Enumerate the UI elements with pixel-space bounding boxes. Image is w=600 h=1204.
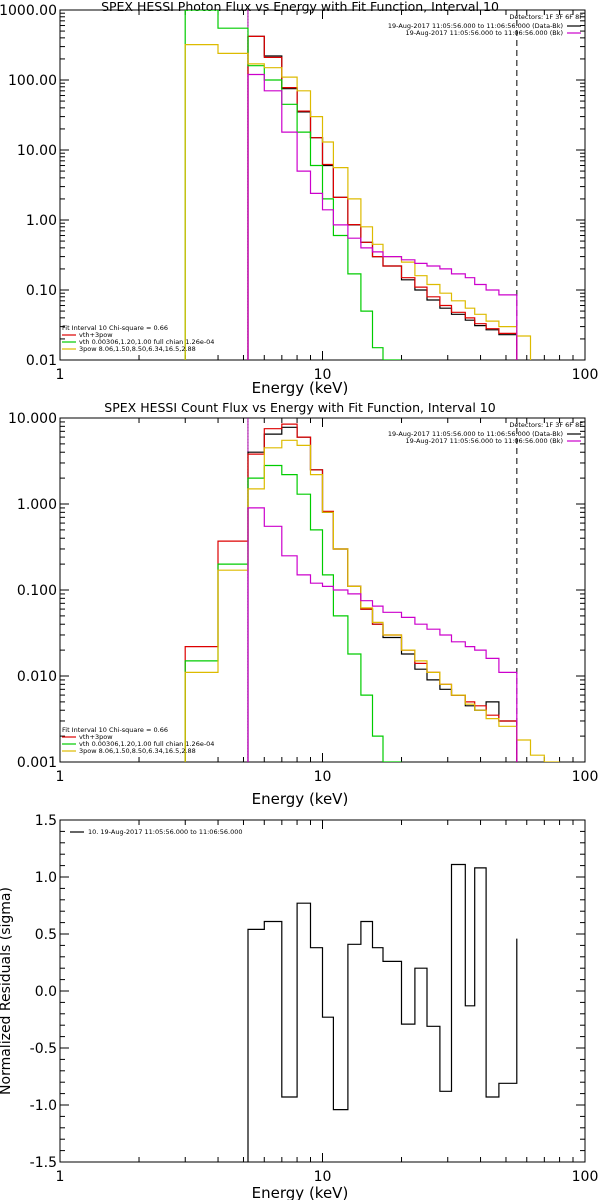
legend-fit-label: vth+3pow xyxy=(79,733,113,741)
x-axis-label: Energy (keV) xyxy=(252,790,349,808)
x-axis-label: Energy (keV) xyxy=(252,1184,349,1200)
chart-title: SPEX HESSI Photon Flux vs Energy with Fi… xyxy=(101,0,499,14)
legend-top-header: Detectors: 1F 3F 6F 8F xyxy=(509,13,583,21)
y-tick-label: 0.001 xyxy=(17,755,57,771)
series-line-2 xyxy=(184,10,402,360)
y-tick-label: 0.010 xyxy=(17,669,57,685)
y-tick-label: 0.5 xyxy=(35,927,57,943)
series-line-3 xyxy=(184,44,532,360)
series-line-1 xyxy=(184,423,518,762)
y-tick-label: 0.100 xyxy=(17,583,57,599)
y-tick-label: 0.0 xyxy=(35,984,57,1000)
series-line-0 xyxy=(247,426,518,762)
series-line-0 xyxy=(247,863,518,1162)
legend-top-label: 19-Aug-2017 11:05:56.000 to 11:06:56.000… xyxy=(388,22,563,30)
legend-fit-label: vth 0.00306,1.20,1.00 full chian 1.26e-0… xyxy=(79,740,214,748)
series-group xyxy=(184,10,532,360)
y-tick-label: 0.10 xyxy=(26,283,57,299)
legend-fit-label: vth 0.00306,1.20,1.00 full chian 1.26e-0… xyxy=(79,338,214,346)
x-tick-label: 1 xyxy=(56,367,65,383)
series-group xyxy=(247,863,518,1162)
series-line-4 xyxy=(247,73,518,360)
x-tick-label: 100 xyxy=(572,367,599,383)
series-line-0 xyxy=(247,35,518,360)
legend-top-label: 19-Aug-2017 11:05:56.000 to 11:06:56.000… xyxy=(406,29,563,37)
y-axis-label: Normalized Residuals (sigma) xyxy=(0,887,14,1095)
series-line-3 xyxy=(184,439,560,762)
y-tick-label: 10.00 xyxy=(17,143,57,159)
series-line-1 xyxy=(247,35,518,360)
chart-title: SPEX HESSI Count Flux vs Energy with Fit… xyxy=(104,400,495,415)
y-tick-label: 10.000 xyxy=(8,411,57,427)
y-tick-label: 0.01 xyxy=(26,353,57,369)
x-tick-label: 10 xyxy=(314,1169,332,1185)
legend-fit-header: Fit Interval 10 Chi-square = 0.66 xyxy=(62,726,168,734)
legend-fit-label: vth+3pow xyxy=(79,331,113,339)
y-tick-label: -1.0 xyxy=(30,1098,57,1114)
legend-fit-label: 3pow 8.06,1.50,8.50,6.34,16.5,2.88 xyxy=(79,345,196,353)
legend-fit-header: Fit Interval 10 Chi-square = 0.66 xyxy=(62,324,168,332)
y-tick-label: 1.00 xyxy=(26,213,57,229)
y-tick-label: -1.5 xyxy=(30,1155,57,1171)
legend-label: 10. 19-Aug-2017 11:05:56.000 to 11:06:56… xyxy=(88,828,243,836)
legend-fit-label: 3pow 8.06,1.50,8.50,6.34,16.5,2.88 xyxy=(79,747,196,755)
y-tick-label: 1.0 xyxy=(35,870,57,886)
series-group xyxy=(184,423,560,762)
y-tick-label: 100.00 xyxy=(8,73,57,89)
y-tick-label: 1.5 xyxy=(35,813,57,829)
legend-top-header: Detectors: 1F 3F 6F 8F xyxy=(509,421,583,429)
y-tick-label: 1.000 xyxy=(17,497,57,513)
legend-top-label: 19-Aug-2017 11:05:56.000 to 11:06:56.000… xyxy=(388,430,563,438)
x-tick-label: 10 xyxy=(314,769,332,785)
x-tick-label: 10 xyxy=(314,367,332,383)
x-tick-label: 100 xyxy=(572,769,599,785)
y-tick-label: -0.5 xyxy=(30,1041,57,1057)
x-axis-label: Energy (keV) xyxy=(252,379,349,397)
legend-top-label: 19-Aug-2017 11:05:56.000 to 11:06:56.000… xyxy=(406,437,563,445)
x-tick-label: 100 xyxy=(572,1169,599,1185)
series-line-4 xyxy=(247,507,518,762)
x-tick-label: 1 xyxy=(56,769,65,785)
x-tick-label: 1 xyxy=(56,1169,65,1185)
y-tick-label: 1000.00 xyxy=(0,3,57,19)
